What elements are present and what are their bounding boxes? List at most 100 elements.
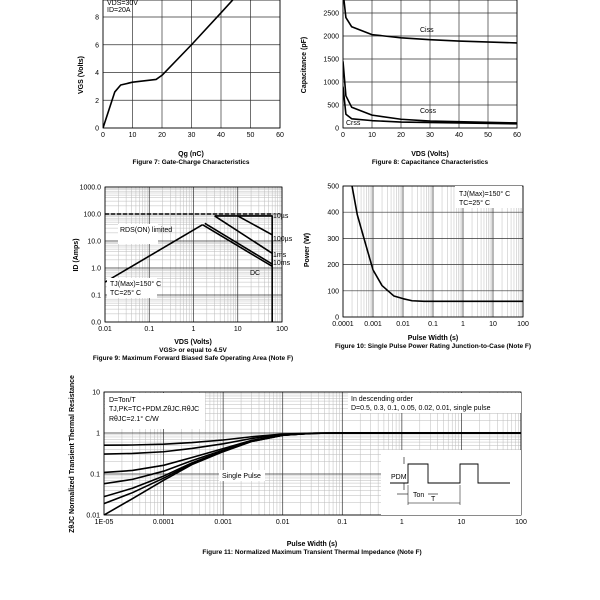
fig9-label-1ms: 1ms	[273, 252, 287, 259]
fig9-label-10ms: 10ms	[273, 260, 291, 267]
fig7-xtick-label: 30	[188, 132, 196, 139]
fig10-xtick-label: 0.001	[364, 321, 382, 328]
fig9-ytick-label: 0.1	[91, 293, 101, 300]
fig7-caption: Figure 7: Gate-Charge Characteristics	[132, 159, 249, 166]
fig9-subtitle: VGS> or equal to 4.5V	[159, 347, 227, 354]
fig9-ytick-label: 1.0	[91, 266, 101, 273]
fig9-xtick-label: 10	[234, 326, 242, 333]
fig10-series-0	[351, 186, 523, 303]
fig11-xtick-label: 1E-05	[95, 519, 114, 526]
fig10-ytick-label: 500	[327, 184, 339, 191]
fig8-xtick-label: 60	[513, 132, 521, 139]
fig10-ylabel: Power (W)	[304, 233, 311, 267]
fig11-xtick-label: 0.001	[214, 519, 232, 526]
fig7-ytick-label: 2	[95, 98, 99, 105]
fig8-xtick-label: 30	[426, 132, 434, 139]
fig8-chart: 0 10 20 30 40 50 60 0 500 1000 1500 2000 2500	[323, 0, 521, 139]
fig11-ylabel: ZθJC Normalized Transient Thermal Resist…	[69, 375, 76, 533]
fig7-annotation-vds: VDS=30V	[107, 0, 138, 7]
fig11-caption: Figure 11: Normalized Maximum Transient …	[202, 549, 421, 556]
fig11-xtick-label: 100	[515, 519, 527, 526]
fig9-series-1ms	[214, 215, 273, 254]
fig10-annotation-tc: TC=25° C	[459, 199, 490, 207]
fig11-label-single-pulse: Single Pulse	[222, 473, 261, 480]
fig11-annotation-order: In descending order	[351, 396, 414, 403]
fig9-grid	[104, 186, 283, 323]
fig11-xlabel: Pulse Width (s)	[287, 541, 338, 548]
fig8-xtick-label: 10	[368, 132, 376, 139]
fig7-xtick-label: 20	[158, 132, 166, 139]
fig8-ytick-label: 500	[327, 103, 339, 110]
fig10-annotation-tj: TJ(Max)=150° C	[459, 190, 510, 198]
fig8-ytick-label: 1500	[323, 57, 339, 64]
fig10-xtick-label: 0.1	[428, 321, 438, 328]
fig9-label-dc: DC	[250, 270, 260, 277]
fig7-xtick-label: 50	[247, 132, 255, 139]
fig10-grid	[342, 185, 524, 318]
fig9-xtick-label: 0.1	[144, 326, 154, 333]
fig8-xtick-label: 50	[484, 132, 492, 139]
fig8-xtick-label: 0	[341, 132, 345, 139]
fig8-label-coss: Coss	[420, 108, 436, 115]
fig9-ylabel: ID (Amps)	[73, 238, 80, 271]
fig8-series-ciss	[343, 0, 517, 44]
fig8-ylabel: Capacitance (pF)	[301, 37, 308, 93]
fig11-xtick-label: 0.1	[337, 519, 347, 526]
fig11-xtick-label: 0.0001	[153, 519, 175, 526]
fig11-annotation-dlist: D=0.5, 0.3, 0.1, 0.05, 0.02, 0.01, singl…	[351, 405, 491, 412]
fig8-series-crss	[343, 86, 517, 125]
fig7-chart: 0 10 20 30 40 50 60 0 2 4 6 8	[95, 0, 284, 139]
fig9-series-rds-on-limited	[105, 224, 203, 283]
fig7-ylabel: VGS (Volts)	[78, 56, 85, 94]
fig7-xtick-label: 0	[101, 132, 105, 139]
fig10-xlabel: Pulse Width (s)	[408, 335, 459, 342]
fig10-xtick-label: 100	[517, 321, 529, 328]
fig7-ytick-label: 4	[95, 70, 99, 77]
fig9-ytick-label: 1000.0	[80, 185, 102, 192]
fig9-ytick-label: 0.0	[91, 320, 101, 327]
fig8-xtick-label: 20	[397, 132, 405, 139]
fig9-xlabel: VDS (Volts)	[174, 339, 212, 346]
fig11-ytick-label: 0.1	[90, 472, 100, 479]
fig8-label-crss: Crss	[346, 120, 361, 127]
fig8-ytick-label: 2000	[323, 34, 339, 41]
fig9-label-100us: 100µs	[273, 236, 293, 243]
fig7-xlabel: Qg (nC)	[178, 151, 204, 158]
fig8-ytick-label: 0	[335, 126, 339, 133]
fig7-ytick-label: 6	[95, 42, 99, 49]
fig11-xtick-label: 0.01	[276, 519, 290, 526]
fig11-annotation-tjpk: TJ,PK=TC+PDM.ZθJC.RθJC	[109, 406, 199, 413]
fig8-xlabel: VDS (Volts)	[411, 151, 449, 158]
fig9-annotation-tj: TJ(Max)=150° C	[110, 280, 161, 288]
inset-label-pdm: PDM	[391, 474, 407, 481]
fig9-series-100-s	[237, 215, 273, 236]
fig11-xtick-label: 1	[400, 519, 404, 526]
fig9-ytick-label: 100.0	[83, 212, 101, 219]
fig8-label-ciss: Ciss	[420, 27, 434, 34]
fig10-ytick-label: 400	[327, 210, 339, 217]
fig11-annotation-rth: RθJC=2.1° C/W	[109, 415, 159, 423]
fig11-ytick-label: 0.01	[86, 513, 100, 520]
fig10-plot-frame	[342, 185, 524, 318]
fig8-ytick-label: 1000	[323, 80, 339, 87]
fig9-ytick-label: 10.0	[87, 239, 101, 246]
fig11-ytick-label: 1	[96, 431, 100, 438]
inset-label-t: T	[431, 496, 436, 503]
fig10-xtick-label: 0.01	[396, 321, 410, 328]
inset-label-ton: Ton	[413, 492, 424, 499]
fig10-caption: Figure 10: Single Pulse Power Rating Jun…	[335, 343, 531, 350]
fig7-series-0	[103, 0, 234, 128]
fig8-ytick-label: 2500	[323, 11, 339, 18]
fig7-ytick-label: 8	[95, 15, 99, 22]
fig10-xtick-label: 1	[461, 321, 465, 328]
fig9-annotation-tc: TC=25° C	[110, 289, 141, 297]
fig8-series-coss	[343, 61, 517, 124]
fig10-ytick-label: 100	[327, 288, 339, 295]
fig9-series-10ms	[204, 222, 273, 265]
fig7-annotation-id: ID=20A	[107, 7, 131, 14]
fig9-series-dc	[202, 224, 273, 268]
pulse-waveform-inset: PDM Ton T	[381, 450, 521, 515]
